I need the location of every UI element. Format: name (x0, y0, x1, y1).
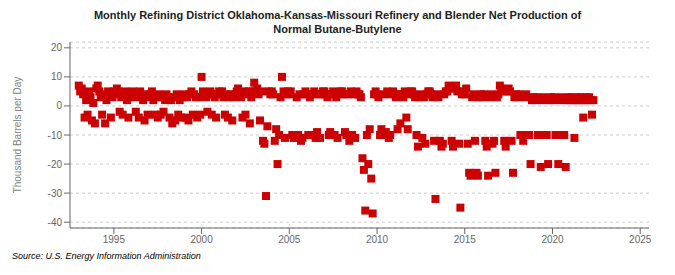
svg-text:-10: -10 (48, 130, 63, 141)
html-text:Source: U.S. Energy Informatio: Source: U.S. Energy Information Administ… (12, 251, 201, 261)
svg-text:2015: 2015 (454, 234, 477, 245)
svg-text:-30: -30 (48, 188, 63, 199)
svg-text:20: 20 (51, 42, 63, 53)
svg-text:0: 0 (56, 100, 62, 111)
svg-text:2010: 2010 (366, 234, 389, 245)
html-text:Normal Butane-Butylene: Normal Butane-Butylene (273, 23, 402, 35)
svg-text:2000: 2000 (190, 234, 213, 245)
svg-text:10: 10 (51, 71, 63, 82)
svg-text:-20: -20 (48, 159, 63, 170)
svg-text:1995: 1995 (103, 234, 126, 245)
svg-text:2020: 2020 (541, 234, 564, 245)
svg-text:2005: 2005 (278, 234, 301, 245)
svg-text:Thousand Barrels per Day: Thousand Barrels per Day (12, 77, 23, 194)
svg-text:2025: 2025 (629, 234, 652, 245)
html-text:Monthly Refining District Okla: Monthly Refining District Oklahoma-Kansa… (93, 9, 582, 21)
svg-text:-40: -40 (48, 217, 63, 228)
